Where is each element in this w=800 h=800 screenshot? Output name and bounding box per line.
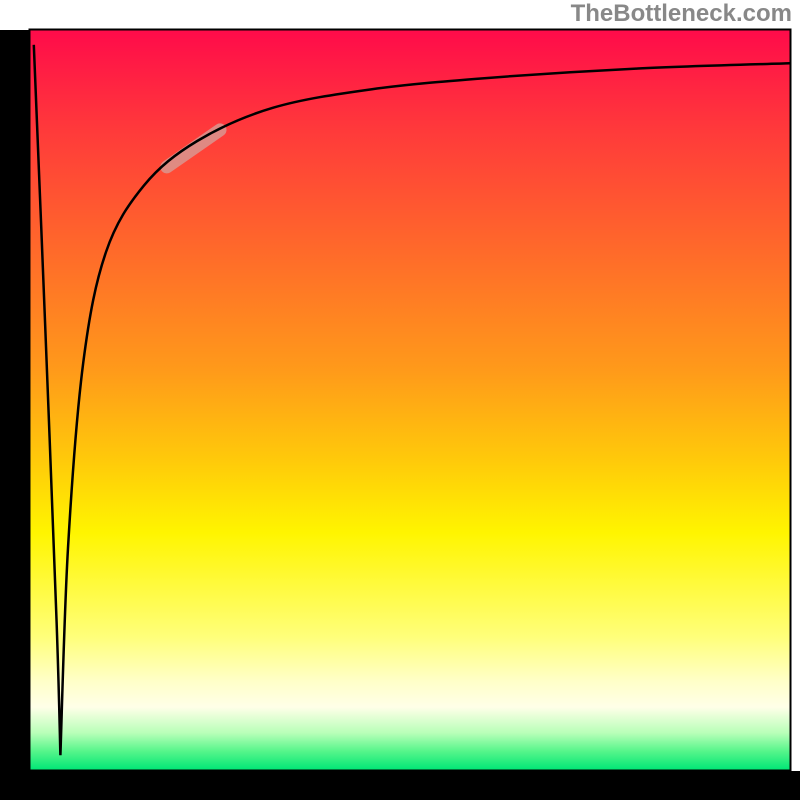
chart-svg bbox=[0, 0, 800, 800]
x-axis-bar bbox=[0, 771, 800, 800]
y-axis-bar bbox=[0, 30, 29, 800]
gradient-panel bbox=[30, 30, 790, 770]
chart-stage: TheBottleneck.com bbox=[0, 0, 800, 800]
